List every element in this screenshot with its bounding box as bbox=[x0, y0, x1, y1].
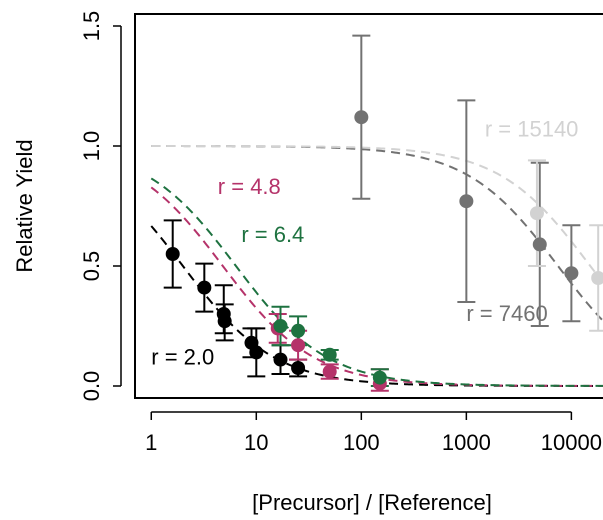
data-point bbox=[291, 323, 306, 338]
data-point bbox=[165, 247, 180, 261]
data-point bbox=[291, 338, 306, 353]
data-points bbox=[165, 110, 603, 391]
y-tick-label: 0.5 bbox=[79, 251, 104, 282]
data-point bbox=[372, 370, 387, 385]
data-point bbox=[197, 280, 212, 295]
y-tick-label: 0.0 bbox=[79, 371, 104, 402]
fit-curve bbox=[151, 145, 603, 284]
fit-curve bbox=[151, 145, 603, 322]
y-axis: 0.0 0.5 1.0 1.5 bbox=[79, 11, 122, 402]
data-point bbox=[322, 347, 337, 362]
data-point bbox=[291, 361, 306, 375]
data-point bbox=[591, 271, 603, 285]
data-point bbox=[273, 319, 288, 333]
x-tick-label: 10 bbox=[244, 430, 268, 455]
data-point bbox=[217, 314, 232, 329]
data-point bbox=[249, 345, 264, 360]
series-annotation: r = 6.4 bbox=[241, 222, 304, 247]
series-annotation: r = 4.8 bbox=[218, 174, 281, 199]
data-point bbox=[354, 110, 369, 125]
plot-frame bbox=[134, 13, 603, 399]
y-tick-label: 1.5 bbox=[79, 11, 104, 42]
x-axis: 1 10 100 1000 10000 bbox=[145, 411, 602, 455]
x-tick-label: 1 bbox=[145, 430, 157, 455]
x-tick-label: 100 bbox=[343, 430, 380, 455]
y-tick-label: 1.0 bbox=[79, 131, 104, 162]
series-annotation: r = 15140 bbox=[485, 116, 579, 141]
data-point bbox=[322, 364, 337, 379]
series-annotation: r = 2.0 bbox=[151, 344, 214, 369]
x-tick-label: 1000 bbox=[442, 430, 491, 455]
x-axis-title: [Precursor] / [Reference] bbox=[252, 490, 492, 515]
series-annotation: r = 7460 bbox=[466, 301, 547, 326]
series-annotations: r = 2.0 r = 4.8 r = 6.4 r = 7460 r = 15140 bbox=[151, 116, 578, 369]
x-tick-label: 10000 bbox=[541, 430, 602, 455]
data-point bbox=[529, 206, 544, 221]
data-point bbox=[459, 194, 474, 209]
data-point bbox=[532, 237, 547, 252]
data-point bbox=[273, 352, 288, 367]
data-point bbox=[564, 266, 579, 281]
y-axis-title: Relative Yield bbox=[12, 139, 37, 272]
